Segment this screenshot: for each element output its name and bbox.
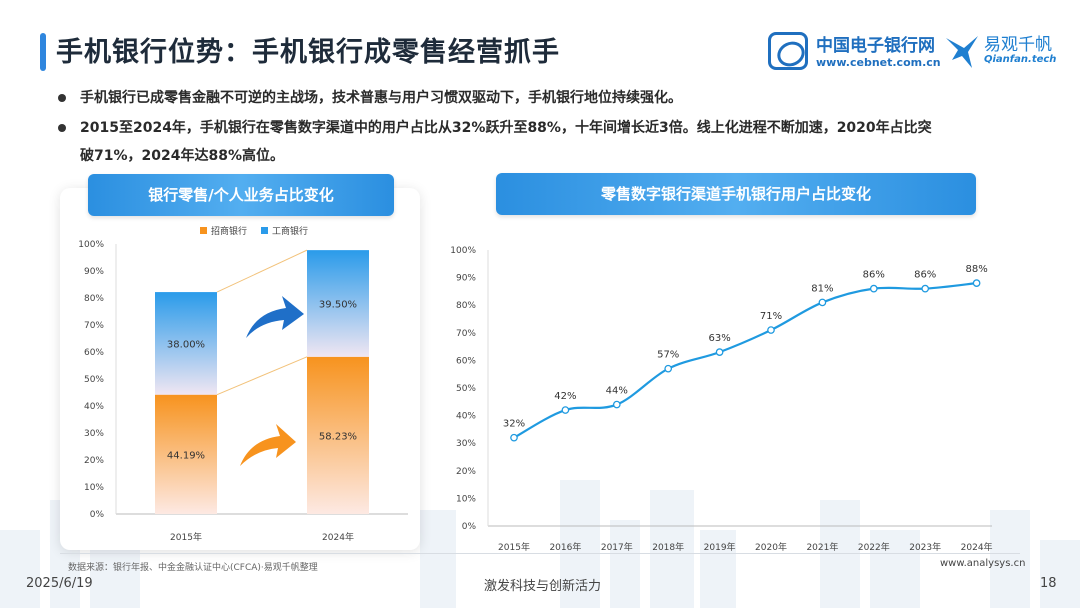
data-label: 38.00% — [167, 339, 205, 350]
y-tick-label: 10% — [456, 494, 476, 504]
x-tick-label: 2017年 — [601, 541, 633, 553]
data-point — [612, 400, 621, 409]
bar-segment-cmb — [307, 356, 369, 514]
y-tick-label: 80% — [456, 301, 476, 311]
legend-label-icbc: 工商银行 — [272, 225, 308, 237]
x-tick-label: 2019年 — [704, 541, 736, 553]
growth-arrow-icon — [246, 296, 304, 338]
data-point — [664, 364, 673, 373]
data-point — [510, 433, 518, 442]
x-tick-label: 2022年 — [858, 541, 890, 553]
bullet-text-line: 破71%，2024年达88%高位。 — [80, 148, 284, 164]
y-tick-label: 20% — [456, 467, 476, 477]
legend-swatch-cmb — [200, 227, 207, 234]
data-label: 71% — [760, 311, 782, 322]
data-label: 42% — [554, 391, 576, 402]
left-chart-title: 银行零售/个人业务占比变化 — [88, 174, 394, 216]
y-tick-label: 40% — [456, 412, 476, 422]
x-tick-label: 2016年 — [549, 541, 581, 553]
source-url: www.analysys.cn — [940, 558, 1026, 569]
data-point — [869, 284, 878, 293]
cebnet-logo: 中国电子银行网 www.cebnet.com.cn — [768, 30, 941, 74]
y-tick-label: 70% — [456, 329, 476, 339]
footer-date: 2025/6/19 — [26, 576, 93, 591]
cebnet-logo-url: www.cebnet.com.cn — [816, 56, 941, 69]
data-label: 86% — [914, 270, 936, 281]
x-tick-label: 2024年 — [961, 541, 993, 553]
data-label: 81% — [811, 283, 833, 294]
y-tick-label: 50% — [456, 384, 476, 394]
data-point — [561, 406, 570, 414]
connector-line — [216, 356, 308, 396]
y-tick-label: 40% — [84, 402, 104, 412]
series-line — [513, 282, 977, 439]
cebnet-logo-icon — [768, 32, 808, 70]
footer-slogan: 激发科技与创新活力 — [484, 579, 602, 594]
y-tick-label: 100% — [450, 246, 476, 256]
y-tick-label: 30% — [456, 439, 476, 449]
page-title: 手机银行位势：手机银行成零售经营抓手 — [56, 37, 560, 68]
bird-icon — [946, 36, 978, 68]
bullet-dot — [58, 124, 66, 132]
x-tick-label: 2015年 — [170, 531, 202, 543]
data-label: 63% — [708, 333, 730, 344]
bullet-text: 手机银行已成零售金融不可逆的主战场，技术普惠与用户习惯双驱动下，手机银行地位持续… — [80, 90, 682, 106]
x-tick-label: 2020年 — [755, 541, 787, 553]
y-tick-label: 90% — [456, 274, 476, 284]
bullet-text-line: 2015至2024年，手机银行在零售数字渠道中的用户占比从32%跃升至88%，十… — [80, 120, 932, 136]
bar-segment-cmb — [155, 394, 217, 514]
y-tick-label: 60% — [456, 356, 476, 366]
connector-line — [216, 249, 308, 293]
data-label: 57% — [657, 350, 679, 361]
x-tick-label: 2023年 — [909, 541, 941, 553]
growth-arrow-icon — [240, 424, 296, 466]
data-point — [715, 348, 724, 356]
data-label: 58.23% — [319, 431, 357, 442]
qianfan-logo: 易观千帆 Qianfan.tech — [944, 28, 1074, 72]
right-chart-title: 零售数字银行渠道手机银行用户占比变化 — [496, 173, 976, 215]
x-tick-label: 2024年 — [322, 531, 354, 543]
y-tick-label: 100% — [78, 240, 104, 250]
data-label: 44% — [606, 386, 628, 397]
data-point — [818, 298, 827, 307]
x-tick-label: 2018年 — [652, 541, 684, 553]
y-tick-label: 20% — [84, 456, 104, 466]
footer-divider — [60, 553, 1020, 554]
y-tick-label: 60% — [84, 348, 104, 358]
qianfan-logo-name: 易观千帆 — [984, 35, 1052, 55]
y-tick-label: 30% — [84, 429, 104, 439]
bar-segment-icbc — [155, 292, 217, 395]
chart-legend: 招商银行 工商银行 — [200, 225, 308, 237]
y-tick-label: 0% — [90, 510, 105, 520]
data-source-note: 数据来源：银行年报、中金金融认证中心(CFCA)·易观千帆整理 — [68, 563, 318, 573]
data-point — [767, 326, 775, 334]
bullet-dot — [58, 94, 66, 102]
data-label: 39.50% — [319, 299, 357, 310]
y-tick-label: 0% — [462, 522, 477, 532]
x-tick-label: 2015年 — [498, 541, 530, 553]
y-tick-label: 50% — [84, 375, 104, 385]
y-tick-label: 70% — [84, 321, 104, 331]
data-label: 44.19% — [167, 450, 205, 461]
bullet-text: 2015至2024年，手机银行在零售数字渠道中的用户占比从32%跃升至88%，十… — [80, 114, 1030, 170]
y-tick-label: 80% — [84, 294, 104, 304]
x-tick-label: 2021年 — [806, 541, 838, 553]
data-label: 86% — [863, 270, 885, 281]
data-point — [972, 279, 981, 287]
cebnet-logo-name: 中国电子银行网 — [816, 36, 935, 56]
page-number: 18 — [1040, 576, 1057, 591]
y-tick-label: 10% — [84, 483, 104, 493]
data-label: 88% — [965, 264, 987, 275]
qianfan-logo-sub: Qianfan.tech — [984, 54, 1057, 65]
legend-label-cmb: 招商银行 — [211, 225, 247, 237]
mobile-banking-share-line-chart: 0% 10% 20% 30% 40% 50% 60% 70% 80% 90% 100% 32% 2015… — [450, 246, 993, 553]
bank-retail-share-bar-chart: 招商银行 工商银行 0% 10% 20% 30% 40% 50% 60% 70% 80% 90% 100… — [78, 225, 408, 543]
y-tick-label: 90% — [84, 267, 104, 277]
title-accent-bar — [40, 33, 46, 71]
data-label: 32% — [503, 419, 525, 430]
legend-swatch-icbc — [261, 227, 268, 234]
bar-segment-icbc — [307, 250, 369, 357]
data-point — [921, 284, 930, 293]
